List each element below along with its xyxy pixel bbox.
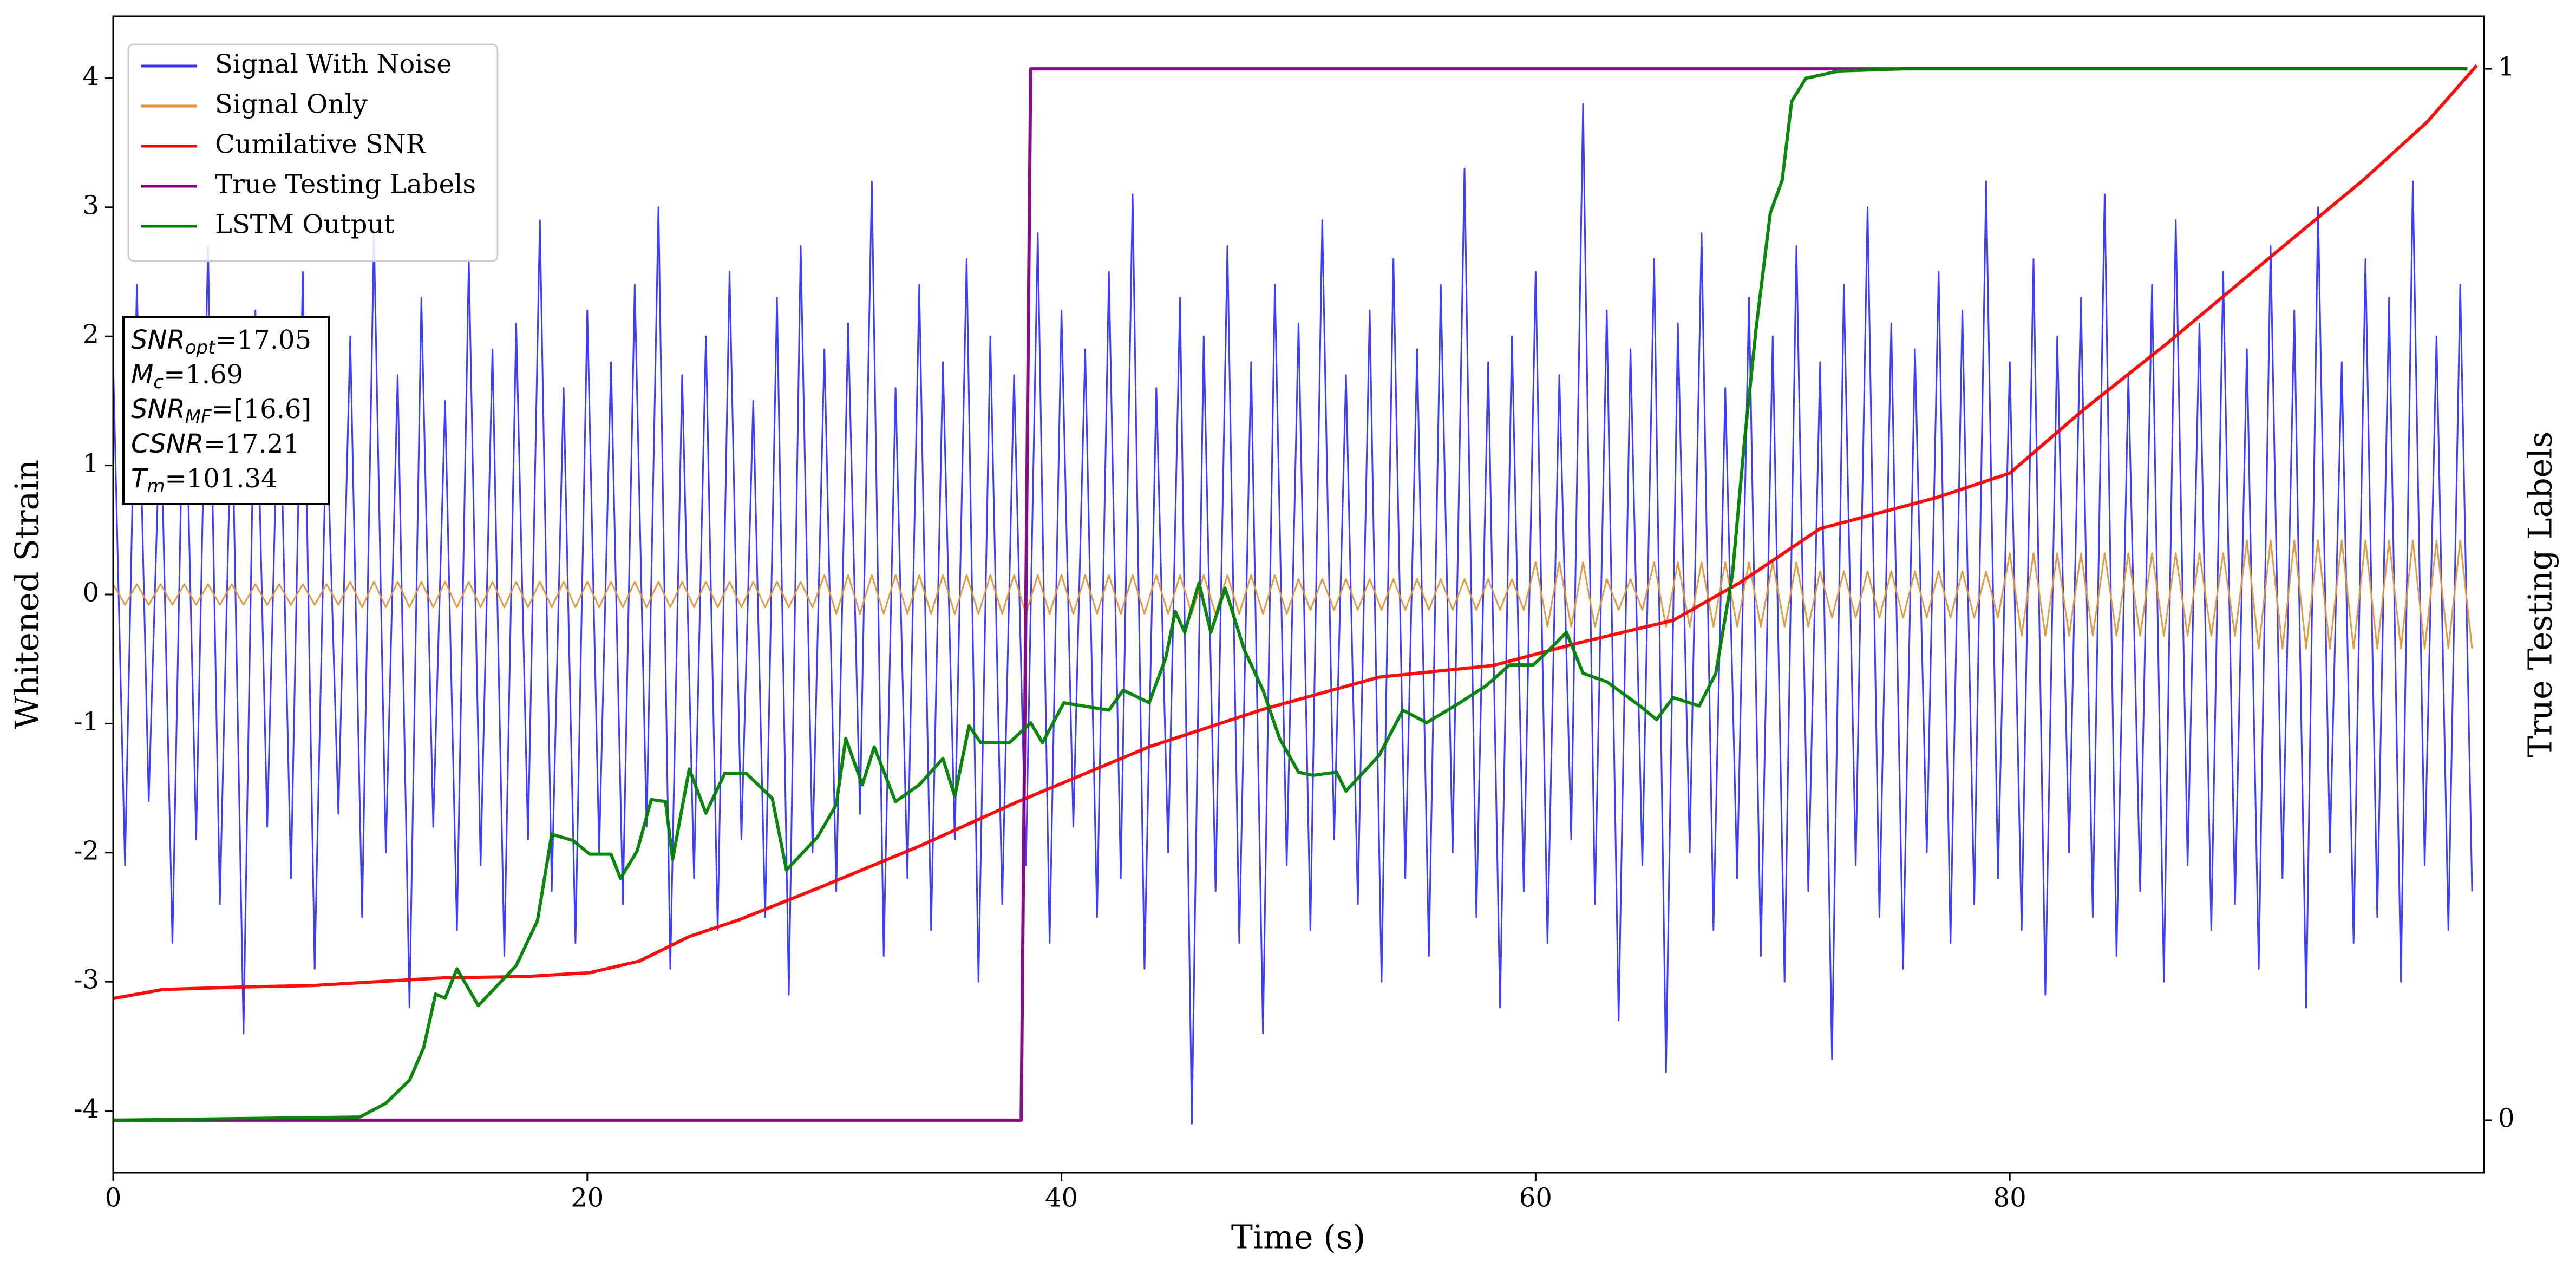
annotation-value: =1.69 [164, 360, 243, 390]
annotation-value: =17.21 [204, 429, 300, 459]
annotation-box [122, 316, 330, 505]
annotation-symbol: SNR [131, 325, 185, 355]
annotation-symbol: SNR [131, 394, 185, 424]
annotation-symbol: T [131, 463, 149, 494]
series-line [113, 539, 2473, 650]
y2-tick-label: 0 [2498, 1103, 2515, 1133]
series-line [113, 67, 2468, 1122]
legend-label: Signal With Noise [215, 49, 452, 80]
y-tick-label: 4 [82, 61, 99, 92]
y-axis-label: Whitened Strain [9, 460, 47, 729]
x-tick-label: 40 [1045, 1183, 1078, 1213]
y-tick-label: 1 [82, 448, 99, 479]
series-line [113, 64, 2479, 1001]
annotation-value: =[16.6] [212, 394, 312, 424]
x-tick-label: 20 [571, 1183, 604, 1213]
annotation-symbol: CSNR [131, 429, 204, 459]
annotation-value: =101.34 [165, 463, 277, 494]
plot-area [113, 64, 2479, 1125]
x-axis-label: Time (s) [1231, 1219, 1365, 1257]
annotation-subscript: m [147, 475, 165, 497]
y2-tick-label: 1 [2498, 52, 2515, 82]
annotation-line: CSNR=17.21 [131, 429, 300, 460]
y-tick-label: 3 [82, 190, 99, 220]
annotation: SNRopt=17.05Mc=1.69SNRMF=[16.6]CSNR=17.2… [122, 316, 330, 505]
annotation-subscript: opt [185, 337, 216, 358]
annotation-subscript: c [153, 371, 164, 393]
y-tick-label: 0 [82, 578, 99, 608]
annotation-subscript: MF [185, 406, 212, 428]
legend-box [127, 43, 499, 262]
annotation-value: =17.05 [215, 325, 311, 355]
annotation-line: Mc=1.69 [131, 360, 243, 393]
legend-label: LSTM Output [215, 210, 395, 240]
annotation-line: SNRMF=[16.6] [131, 394, 311, 428]
y-tick-label: -4 [74, 1094, 99, 1124]
x-tick-label: 0 [105, 1183, 122, 1213]
annotation-line: Tm=101.34 [131, 463, 278, 497]
series-line [113, 67, 2468, 1122]
y-tick-label: 2 [82, 319, 99, 350]
y-tick-label: -2 [74, 835, 99, 866]
y2-axis-label: True Testing Labels [2522, 432, 2560, 758]
annotation-line: SNRopt=17.05 [131, 325, 311, 358]
x-tick-label: 60 [1519, 1183, 1552, 1213]
y-tick-label: -3 [74, 965, 99, 995]
legend-label: Cumilative SNR [215, 129, 427, 160]
legend-label: True Testing Labels [215, 169, 476, 200]
legend: Signal With Noise Signal Only Cumilative S… [127, 43, 499, 262]
x-tick-label: 80 [1993, 1183, 2026, 1213]
y-tick-label: -1 [74, 707, 99, 737]
legend-label: Signal Only [215, 89, 368, 120]
annotation-symbol: M [131, 360, 153, 390]
